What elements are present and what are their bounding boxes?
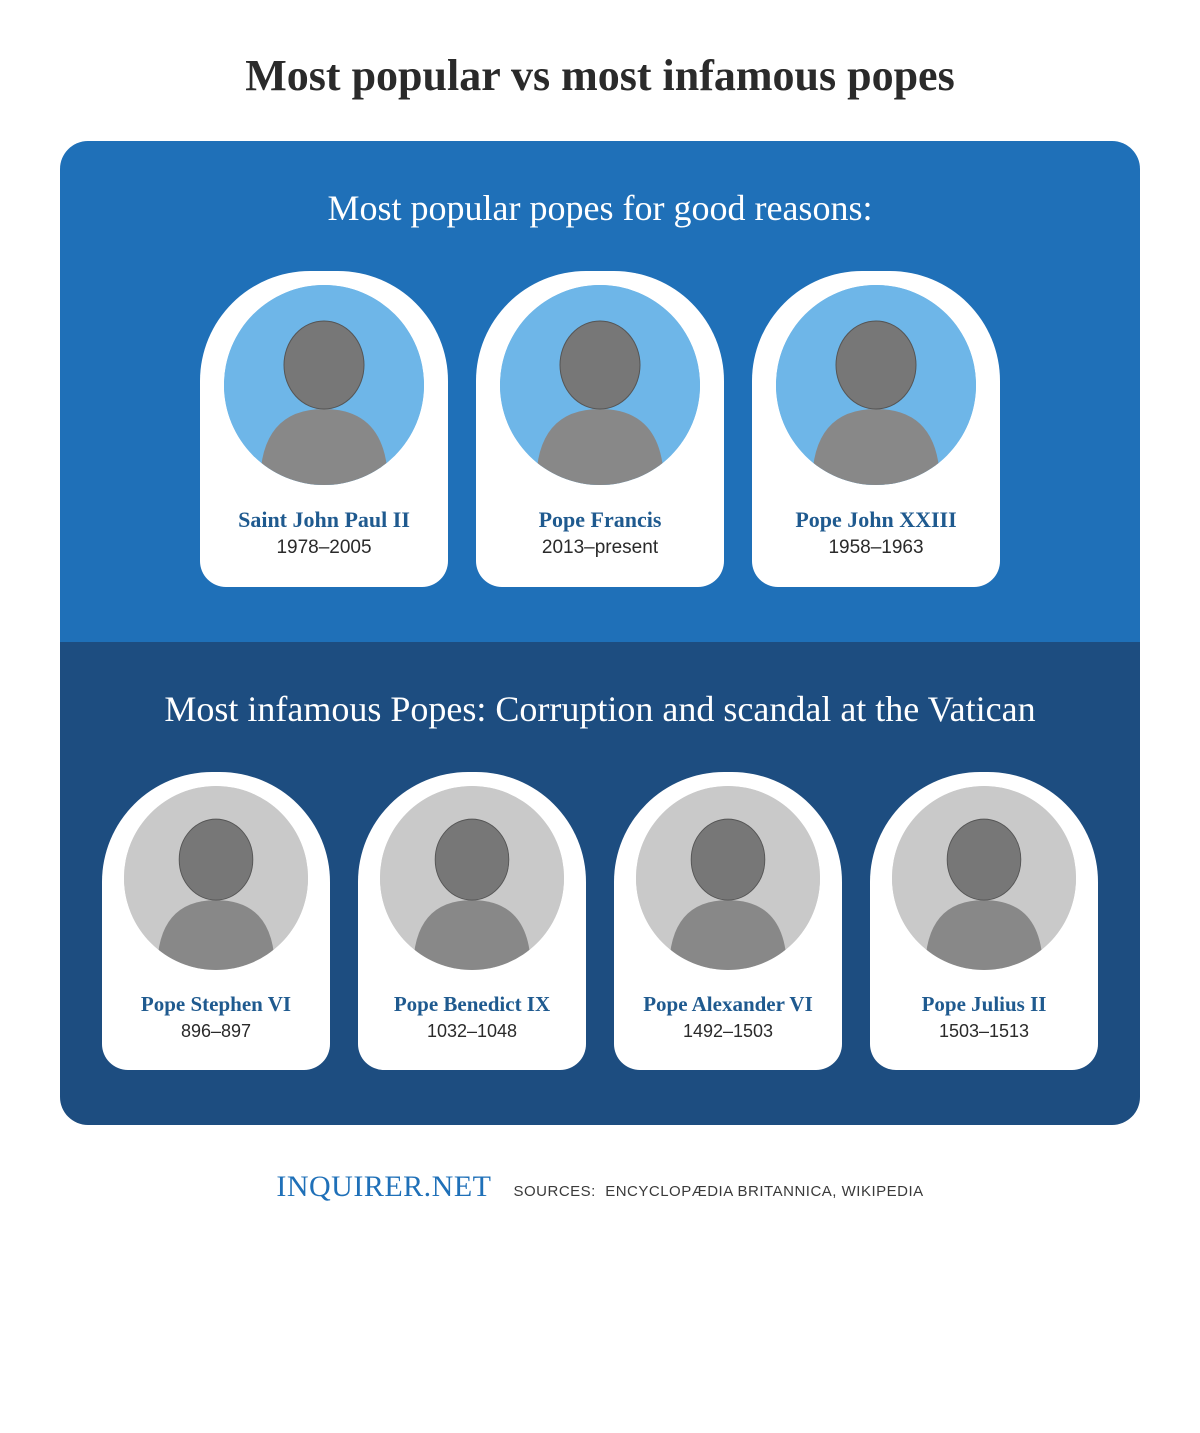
- infamous-card-row: Pope Stephen VI 896–897 Pope Benedict IX 1…: [100, 772, 1100, 1070]
- panel-infamous: Most infamous Popes: Corruption and scan…: [60, 642, 1140, 1125]
- pope-years: 1492–1503: [683, 1021, 773, 1042]
- footer-sources: SOURCES: ENCYCLOPÆDIA BRITANNICA, WIKIPE…: [513, 1183, 923, 1200]
- pope-card: Pope Alexander VI 1492–1503: [614, 772, 842, 1070]
- popular-card-row: Saint John Paul II 1978–2005 Pope Francis…: [100, 271, 1100, 587]
- portrait-icon: [776, 285, 976, 485]
- portrait-icon: [224, 285, 424, 485]
- footer-sources-text: ENCYCLOPÆDIA BRITANNICA, WIKIPEDIA: [605, 1183, 923, 1200]
- pope-name: Pope John XXIII: [795, 507, 956, 533]
- pope-years: 1978–2005: [276, 537, 371, 559]
- pope-name: Pope Stephen VI: [141, 992, 291, 1017]
- pope-card: Pope Stephen VI 896–897: [102, 772, 330, 1070]
- pope-name: Pope Julius II: [922, 992, 1047, 1017]
- footer-brand: INQUIRER.NET: [276, 1170, 491, 1204]
- portrait-icon: [892, 786, 1076, 970]
- pope-years: 1958–1963: [828, 537, 923, 559]
- pope-years: 1503–1513: [939, 1021, 1029, 1042]
- panel-infamous-heading: Most infamous Popes: Corruption and scan…: [100, 687, 1100, 732]
- pope-name: Saint John Paul II: [238, 507, 410, 533]
- portrait-icon: [500, 285, 700, 485]
- pope-name: Pope Alexander VI: [643, 992, 813, 1017]
- pope-years: 1032–1048: [427, 1021, 517, 1042]
- portrait-icon: [124, 786, 308, 970]
- panel-popular: Most popular popes for good reasons: Sai…: [60, 141, 1140, 642]
- page-title: Most popular vs most infamous popes: [60, 50, 1140, 101]
- footer: INQUIRER.NET SOURCES: ENCYCLOPÆDIA BRITA…: [60, 1170, 1140, 1204]
- pope-years: 2013–present: [542, 537, 658, 559]
- pope-name: Pope Francis: [539, 507, 662, 533]
- pope-years: 896–897: [181, 1021, 251, 1042]
- pope-name: Pope Benedict IX: [394, 992, 550, 1017]
- portrait-icon: [636, 786, 820, 970]
- pope-card: Saint John Paul II 1978–2005: [200, 271, 448, 587]
- portrait-icon: [380, 786, 564, 970]
- footer-sources-label: SOURCES:: [513, 1183, 595, 1200]
- panel-popular-heading: Most popular popes for good reasons:: [100, 186, 1100, 231]
- panel-container: Most popular popes for good reasons: Sai…: [60, 141, 1140, 1125]
- pope-card: Pope Francis 2013–present: [476, 271, 724, 587]
- pope-card: Pope Julius II 1503–1513: [870, 772, 1098, 1070]
- pope-card: Pope Benedict IX 1032–1048: [358, 772, 586, 1070]
- pope-card: Pope John XXIII 1958–1963: [752, 271, 1000, 587]
